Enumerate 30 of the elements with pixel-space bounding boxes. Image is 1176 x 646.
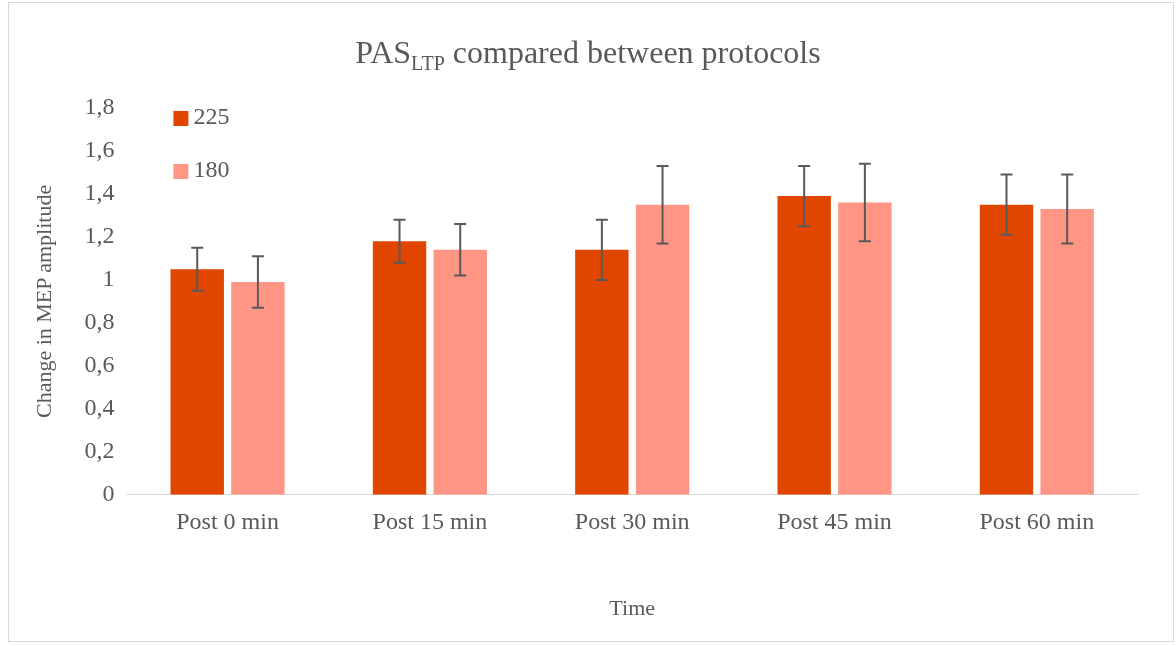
x-tick-label: Post 0 min — [176, 508, 279, 535]
y-tick-label: 0,2 — [84, 437, 115, 464]
x-tick-label: Post 15 min — [372, 508, 488, 535]
bar — [838, 202, 892, 495]
bar — [575, 249, 629, 495]
bar — [170, 269, 224, 495]
y-tick-label: 0 — [102, 480, 115, 507]
y-tick-label: 0,6 — [84, 351, 115, 378]
bar — [979, 204, 1034, 495]
x-axis-title: Time — [609, 594, 656, 620]
x-tick-label: Post 45 min — [777, 508, 892, 535]
y-tick-label: 0,8 — [84, 308, 115, 335]
legend-label: 180 — [193, 156, 230, 183]
bar — [231, 282, 285, 495]
y-tick-label: 1,4 — [84, 179, 115, 206]
y-tick-label: 1,6 — [84, 136, 115, 163]
y-tick-label: 1,8 — [84, 93, 115, 120]
x-tick-label: Post 60 min — [979, 508, 1095, 535]
bar — [1040, 209, 1094, 495]
y-axis-title: Change in MEP amplitude — [30, 184, 56, 419]
bar — [433, 249, 487, 495]
y-tick-label: 1 — [102, 265, 115, 292]
legend-label: 225 — [193, 103, 230, 130]
bar — [635, 204, 690, 495]
x-tick-label: Post 30 min — [574, 508, 690, 535]
bar — [777, 196, 831, 495]
bar — [372, 241, 427, 495]
y-tick-label: 1,2 — [84, 222, 115, 249]
chart-title: PAS$_{LTP}$ compared between protocols — [354, 34, 822, 76]
y-tick-label: 0,4 — [84, 394, 115, 421]
